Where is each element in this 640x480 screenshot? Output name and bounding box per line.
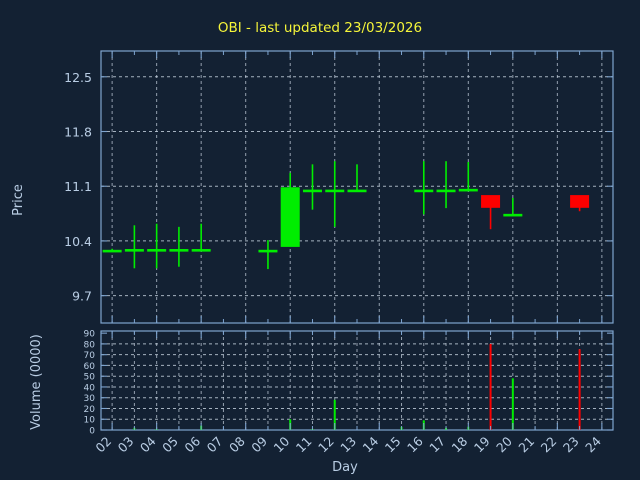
candle-body [102,249,122,253]
price-tick-label: 11.8 [64,125,92,140]
price-tick-label: 11.1 [64,179,92,194]
volume-tick-label: 0 [89,427,95,437]
volume-axis-title: Volume (0000) [29,334,44,430]
volume-tick-label: 10 [84,416,96,426]
candlestick [481,195,501,230]
candle-body [302,189,322,193]
volume-tick-label: 90 [84,330,96,340]
price-axis-title: Price [11,184,26,216]
x-axis-title: Day [332,460,358,475]
candle-body [436,189,456,193]
volume-tick-label: 20 [84,405,96,415]
volume-tick-label: 80 [84,340,96,350]
candlestick [124,225,144,269]
candle-body [258,249,278,253]
candlestick [570,195,590,212]
price-tick-labels: 12.5 11.8 11.1 10.4 9.7 [64,70,92,304]
candle-body [280,187,300,247]
candlestick [325,161,345,227]
candle-body [503,213,523,217]
volume-tick-label: 40 [84,383,96,393]
candle-body [347,189,367,193]
volume-tick-label: 30 [84,394,96,404]
price-tick-label: 9.7 [72,289,92,304]
volume-tick-label: 50 [84,373,96,383]
candle-body [169,249,189,252]
volume-tick-label: 60 [84,362,96,372]
candle-body [414,189,434,193]
candlestick [302,164,322,210]
candle-body [124,249,144,252]
candlestick [280,172,300,247]
price-tick-label: 10.4 [64,234,92,249]
candlestick [414,161,434,215]
candlestick [147,223,167,269]
candlestick [191,223,211,252]
candle-body [325,189,345,193]
candle-body [458,188,478,192]
candlestick [169,226,189,267]
candle-body [570,195,590,208]
candlestick [436,161,456,209]
candle-body [147,249,167,252]
x-axis-ticks [111,51,603,430]
price-axis-ticks [101,76,613,297]
volume-tick-label: 70 [84,351,96,361]
candle-body [191,249,211,252]
x-tick-labels: 02 03 04 05 06 07 08 09 10 11 12 13 14 15 16 17 18 19 20 21… [92,433,604,455]
candlestick [258,240,278,270]
price-gridlines [101,76,613,297]
price-tick-label: 12.5 [64,70,92,85]
chart-title: OBI - last updated 23/03/2026 [218,20,422,36]
candlestick [503,197,523,217]
volume-gridlines [101,343,613,420]
candle-body [481,195,501,208]
candlestick-series [102,161,590,270]
candlestick [458,161,478,192]
candlestick [102,248,122,253]
candlestick [347,164,367,193]
